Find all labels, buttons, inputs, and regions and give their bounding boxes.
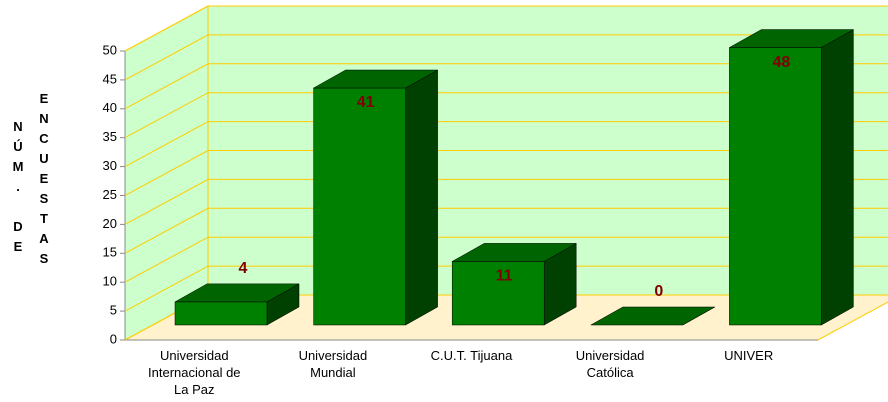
value-label: 4 [239,260,248,277]
y-tick-label: 45 [103,71,117,86]
bar-front [313,87,406,326]
x-tick-label: Universidad Internacional de La Paz [148,348,241,397]
y-tick-label: 0 [110,331,117,346]
value-label: 11 [496,268,513,285]
y-tick-label: 15 [103,245,117,260]
y-tick-label: 10 [103,274,117,289]
grid-line [124,236,888,283]
bar-top [312,69,439,89]
grid-line [124,5,888,52]
bar-side [821,29,854,326]
bar [728,29,855,326]
bar [312,69,439,326]
bar-front [174,301,268,326]
x-tick-label: Universidad Católica [576,348,645,380]
y-tick-label: 50 [103,42,117,57]
grid-line [124,34,888,81]
x-tick-label: C.U.T. Tijuana [431,348,513,363]
grid-line [124,207,888,254]
y-tick-label: 5 [110,303,117,318]
bar-top [589,306,716,326]
bar-front [729,47,822,326]
grid-line [124,121,888,168]
bar-side [405,69,438,326]
y-tick-label: 20 [103,216,117,231]
grid-line [124,92,888,139]
y-tick-label: 40 [103,100,117,115]
grid-line [124,150,888,196]
bar [174,283,300,326]
bar-front [451,261,545,326]
bar-top [728,29,855,48]
bar-top [451,243,578,262]
value-label: 48 [773,54,791,71]
bar-top [174,283,300,303]
value-label: 0 [654,283,663,300]
value-label: 41 [357,94,375,111]
y-tick-label: 25 [103,187,117,202]
grid-line [124,178,888,225]
x-tick-label: Universidad Mundial [299,348,368,380]
grid-line [124,265,888,312]
x-tick-label: UNIVER [724,348,773,363]
y-tick-label: 35 [103,129,117,144]
y-tick-label: 30 [103,158,117,173]
grid-line [124,63,888,110]
bar [589,306,716,326]
bar [451,242,578,326]
